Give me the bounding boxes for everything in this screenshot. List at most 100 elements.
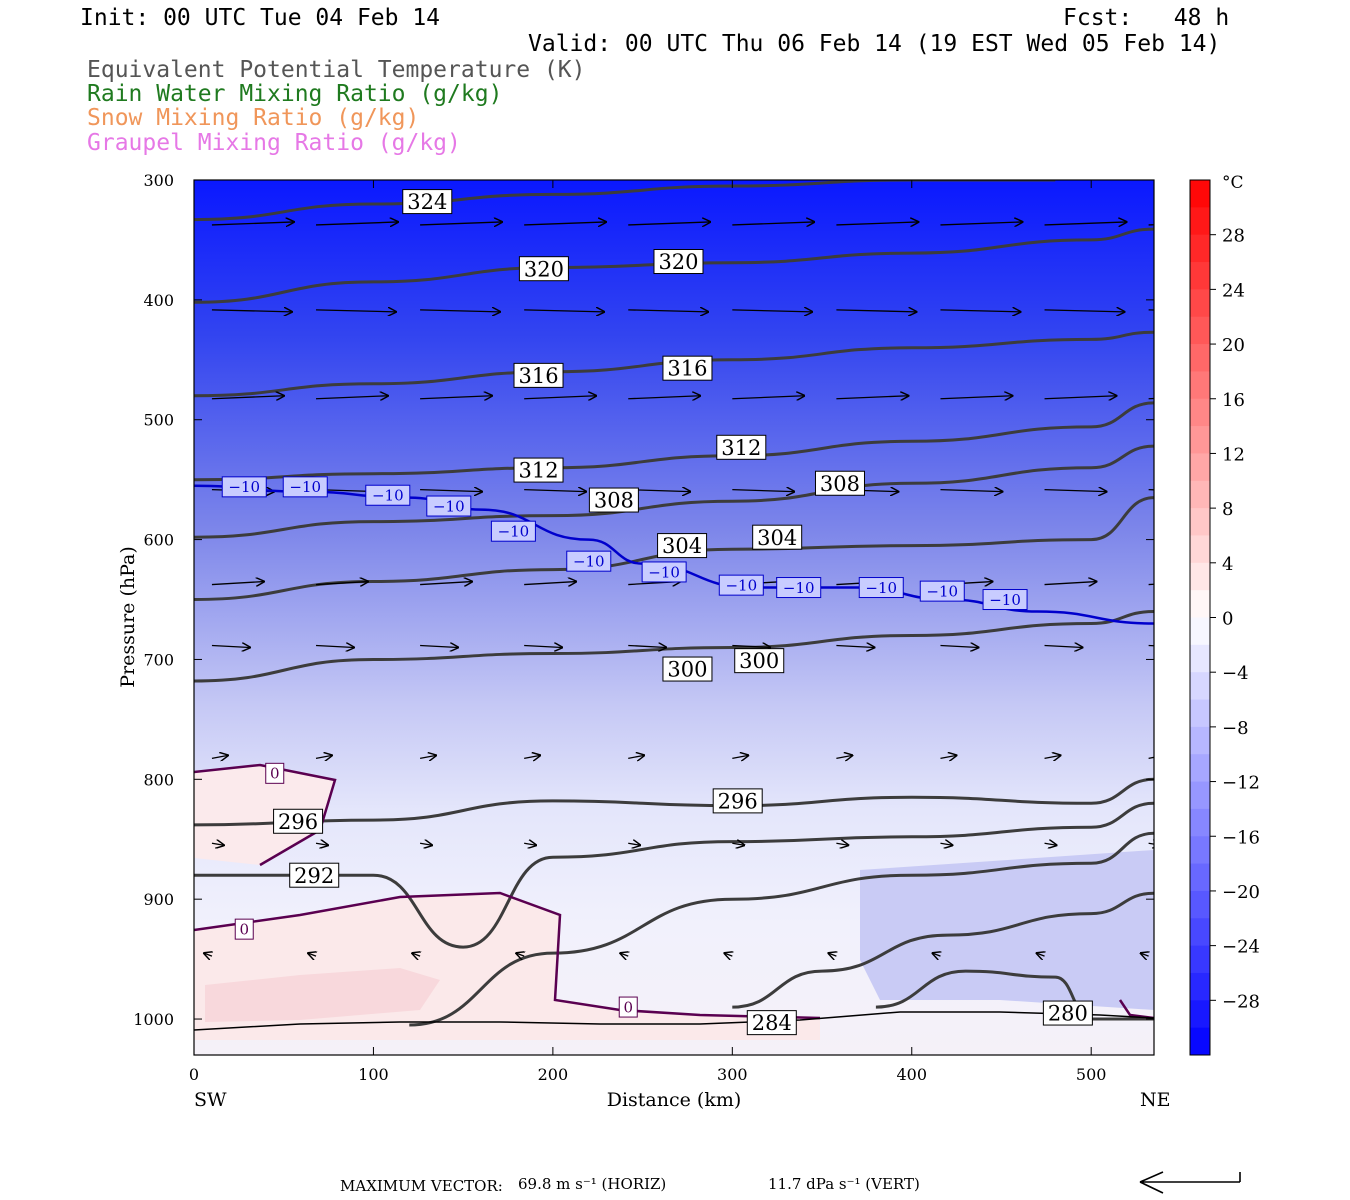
wind-vector xyxy=(420,222,502,225)
wind-vector xyxy=(212,136,297,138)
svg-text:−10: −10 xyxy=(648,563,680,581)
wind-vector xyxy=(524,490,586,492)
x-tick-label: 500 xyxy=(1076,1065,1107,1084)
wind-vector xyxy=(524,136,609,138)
y-tick-label: 300 xyxy=(143,171,174,190)
wind-vector xyxy=(836,755,852,758)
wind-vector xyxy=(732,843,744,845)
wind-vector xyxy=(420,490,482,492)
theta-e-label: 324 xyxy=(402,189,453,214)
wind-vector xyxy=(204,953,212,956)
theta-e-contour-300 xyxy=(194,610,1154,683)
wind-vector xyxy=(1148,756,1154,759)
colorbar-segment xyxy=(1190,781,1210,810)
y-tick-label: 800 xyxy=(143,770,174,789)
y-tick-label: 500 xyxy=(143,411,174,430)
colorbar-tick-label: 16 xyxy=(1222,390,1245,411)
svg-text:−10: −10 xyxy=(433,497,465,515)
svg-text:300: 300 xyxy=(667,658,707,682)
svg-text:308: 308 xyxy=(594,489,634,513)
wind-vector xyxy=(211,582,264,585)
wind-vector xyxy=(524,843,536,845)
wind-vector xyxy=(940,222,1022,225)
colorbar-segment xyxy=(1190,316,1210,345)
colorbar-segment xyxy=(1190,590,1210,618)
field-label-rain: Rain Water Mixing Ratio (g/kg) xyxy=(87,81,503,107)
svg-text:304: 304 xyxy=(662,534,702,558)
wind-vector xyxy=(628,222,710,225)
zero-isotherm-label: 0 xyxy=(618,996,638,1018)
svg-text:316: 316 xyxy=(667,357,707,381)
theta-e-label: 304 xyxy=(657,533,708,558)
wind-vector xyxy=(836,645,874,647)
isotherm-label: −10 xyxy=(858,577,904,599)
colorbar-segment xyxy=(1190,207,1210,236)
wind-vector xyxy=(419,755,436,758)
wind-vector xyxy=(524,310,604,312)
isotherm-label: −10 xyxy=(641,561,687,583)
wind-vector xyxy=(524,222,606,225)
colorbar-tick-label: −20 xyxy=(1222,882,1260,903)
wind-vector xyxy=(628,755,644,758)
svg-text:300: 300 xyxy=(739,649,779,673)
y-axis-label: Pressure (hPa) xyxy=(117,546,139,688)
colorbar-tick-label: 4 xyxy=(1222,554,1233,575)
colorbar-tick-label: 28 xyxy=(1222,226,1245,247)
isotherm-label: −10 xyxy=(365,484,411,506)
colorbar-tick-label: −4 xyxy=(1222,663,1249,684)
colorbar-segment xyxy=(1190,808,1210,837)
colorbar-segment xyxy=(1190,699,1210,728)
svg-text:304: 304 xyxy=(757,526,797,550)
wind-vector xyxy=(1044,645,1083,647)
x-tick-label: 300 xyxy=(717,1065,748,1084)
svg-text:0: 0 xyxy=(270,765,280,783)
x-axis: 0 100 200 300 400 500 xyxy=(189,180,1107,1084)
wind-vector xyxy=(836,396,908,399)
wind-vector xyxy=(1044,755,1061,758)
isotherm-label: −10 xyxy=(718,574,764,596)
wind-vector xyxy=(315,755,332,758)
isotherm-label: −10 xyxy=(282,476,328,498)
colorbar-segment xyxy=(1190,945,1210,974)
svg-text:0: 0 xyxy=(623,998,633,1016)
colorbar-segment xyxy=(1190,398,1210,427)
colorbar-segment xyxy=(1190,289,1210,318)
wind-vector xyxy=(940,490,1002,492)
colorbar-tick-label: −12 xyxy=(1222,773,1260,794)
y-tick-label: 900 xyxy=(143,890,174,909)
wind-vector xyxy=(211,755,228,758)
wind-vector xyxy=(628,136,713,138)
x-tick-label: 200 xyxy=(538,1065,569,1084)
x-tick-label: 100 xyxy=(358,1065,389,1084)
x-end-label-right: NE xyxy=(1140,1089,1171,1111)
colorbar-segment xyxy=(1190,918,1210,947)
svg-text:280: 280 xyxy=(1048,1002,1088,1026)
wind-vector xyxy=(420,136,505,138)
wind-vector xyxy=(316,310,396,312)
wind-vector xyxy=(828,953,836,956)
wind-vector xyxy=(420,645,458,647)
wind-vector xyxy=(940,843,952,845)
wind-vector xyxy=(940,310,1020,312)
wind-vector xyxy=(732,136,817,138)
wind-vector xyxy=(940,396,1012,399)
wind-vector xyxy=(524,396,596,399)
wind-vector xyxy=(211,396,284,399)
wind-vector xyxy=(315,843,328,845)
wind-vector xyxy=(940,645,978,647)
colorbar-segment xyxy=(1190,180,1210,208)
svg-text:320: 320 xyxy=(524,257,564,281)
wind-vector xyxy=(628,843,640,845)
field-label-snow: Snow Mixing Ratio (g/kg) xyxy=(87,105,420,131)
svg-text:308: 308 xyxy=(820,472,860,496)
colorbar-segment xyxy=(1190,836,1210,865)
zero-isotherm-label: 0 xyxy=(265,762,285,784)
theta-e-contour-308 xyxy=(194,444,1154,539)
field-label-graupel: Graupel Mixing Ratio (g/kg) xyxy=(87,130,461,156)
y-tick-label: 1000 xyxy=(133,1010,174,1029)
colorbar-tick-label: −28 xyxy=(1222,991,1260,1012)
colorbar-segment xyxy=(1190,617,1210,646)
wind-vector xyxy=(524,755,540,758)
wind-vector xyxy=(315,645,354,647)
colorbar-segment xyxy=(1190,234,1210,263)
